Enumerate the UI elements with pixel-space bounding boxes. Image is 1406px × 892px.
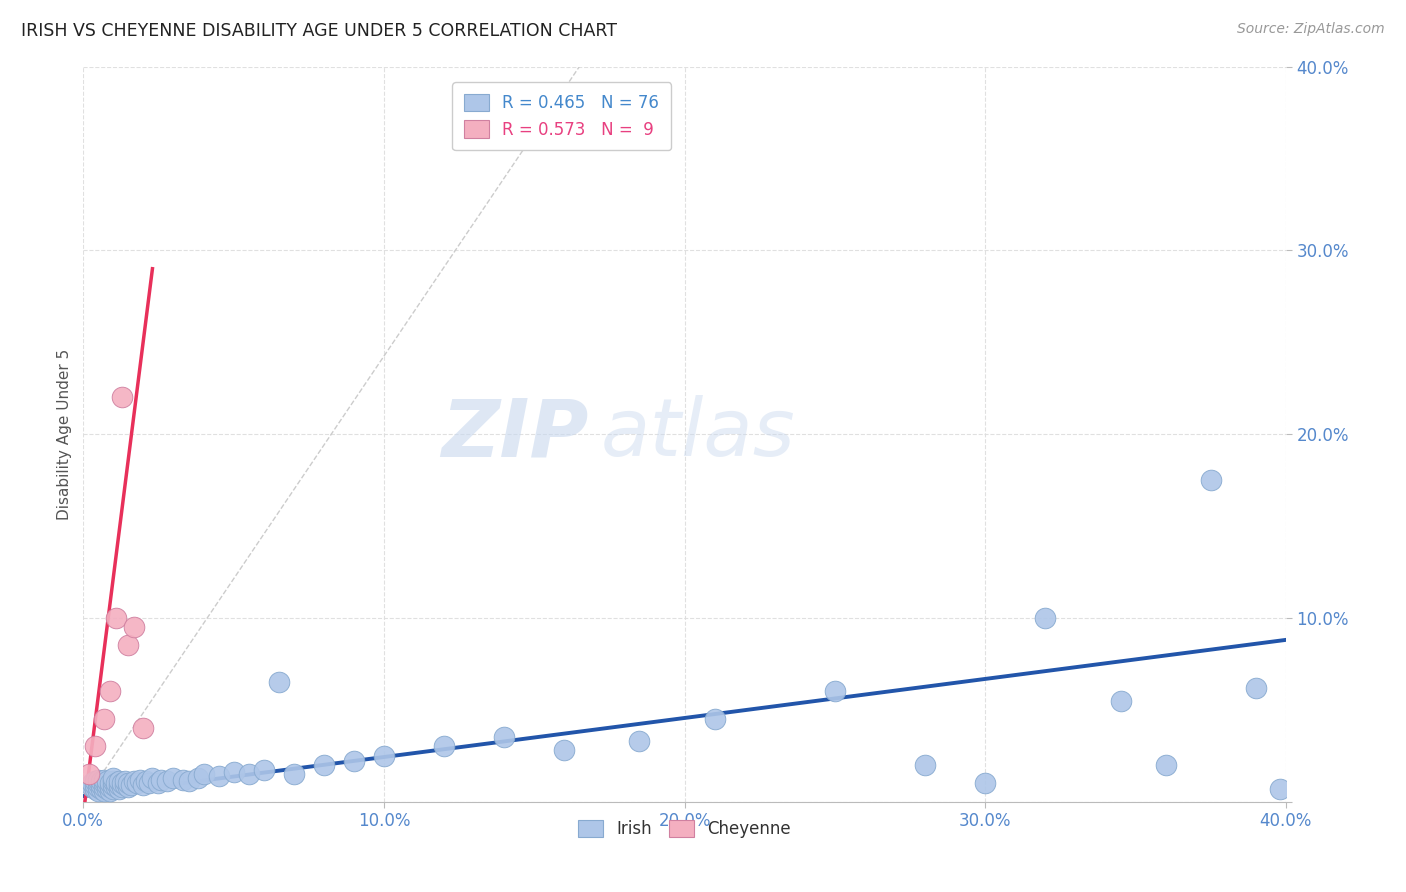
Point — [553, 743, 575, 757]
Point — [135, 774, 157, 789]
Point — [129, 772, 152, 787]
Point — [162, 771, 184, 785]
Point — [90, 778, 112, 792]
Point — [111, 776, 134, 790]
Point — [124, 774, 146, 789]
Point — [93, 776, 115, 790]
Point — [150, 772, 173, 787]
Point — [79, 767, 101, 781]
Point — [108, 778, 131, 792]
Point — [914, 757, 936, 772]
Point — [132, 721, 155, 735]
Point — [117, 639, 139, 653]
Point — [103, 778, 125, 792]
Point — [141, 771, 163, 785]
Point — [373, 748, 395, 763]
Point — [111, 780, 134, 794]
Point — [84, 774, 107, 789]
Point — [82, 776, 104, 790]
Point — [87, 780, 110, 794]
Point — [82, 780, 104, 794]
Point — [207, 769, 229, 783]
Point — [84, 778, 107, 792]
Point — [108, 781, 131, 796]
Point — [824, 684, 846, 698]
Point — [1268, 781, 1291, 796]
Point — [1244, 681, 1267, 695]
Point — [105, 780, 128, 794]
Point — [312, 757, 335, 772]
Point — [1199, 473, 1222, 487]
Point — [117, 776, 139, 790]
Point — [93, 772, 115, 787]
Point — [98, 783, 121, 797]
Point — [96, 781, 118, 796]
Point — [111, 390, 134, 404]
Point — [105, 611, 128, 625]
Point — [84, 781, 107, 796]
Point — [177, 774, 200, 789]
Point — [93, 780, 115, 794]
Point — [103, 774, 125, 789]
Point — [186, 771, 208, 785]
Point — [87, 783, 110, 797]
Point — [96, 774, 118, 789]
Point — [93, 712, 115, 726]
Point — [172, 772, 194, 787]
Point — [343, 754, 366, 768]
Point — [132, 778, 155, 792]
Point — [108, 774, 131, 789]
Point — [103, 781, 125, 796]
Point — [283, 767, 305, 781]
Point — [148, 776, 170, 790]
Point — [98, 776, 121, 790]
Text: atlas: atlas — [600, 395, 796, 473]
Point — [127, 776, 149, 790]
Point — [117, 780, 139, 794]
Point — [103, 771, 125, 785]
Point — [628, 734, 651, 748]
Point — [156, 774, 179, 789]
Point — [87, 772, 110, 787]
Point — [120, 778, 142, 792]
Point — [703, 712, 725, 726]
Point — [96, 778, 118, 792]
Point — [93, 783, 115, 797]
Point — [84, 739, 107, 754]
Legend: Irish, Cheyenne: Irish, Cheyenne — [572, 814, 797, 845]
Point — [98, 684, 121, 698]
Point — [138, 776, 160, 790]
Point — [1035, 611, 1057, 625]
Y-axis label: Disability Age Under 5: Disability Age Under 5 — [58, 349, 72, 520]
Point — [90, 774, 112, 789]
Point — [1109, 693, 1132, 707]
Point — [124, 620, 146, 634]
Point — [494, 731, 516, 745]
Point — [238, 767, 260, 781]
Point — [433, 739, 456, 754]
Point — [222, 765, 245, 780]
Text: Source: ZipAtlas.com: Source: ZipAtlas.com — [1237, 22, 1385, 37]
Text: IRISH VS CHEYENNE DISABILITY AGE UNDER 5 CORRELATION CHART: IRISH VS CHEYENNE DISABILITY AGE UNDER 5… — [21, 22, 617, 40]
Point — [114, 774, 136, 789]
Point — [1154, 757, 1177, 772]
Point — [267, 675, 290, 690]
Point — [105, 776, 128, 790]
Point — [193, 767, 215, 781]
Point — [90, 781, 112, 796]
Point — [98, 780, 121, 794]
Point — [974, 776, 997, 790]
Text: ZIP: ZIP — [441, 395, 588, 473]
Point — [253, 764, 276, 778]
Point — [87, 776, 110, 790]
Point — [114, 778, 136, 792]
